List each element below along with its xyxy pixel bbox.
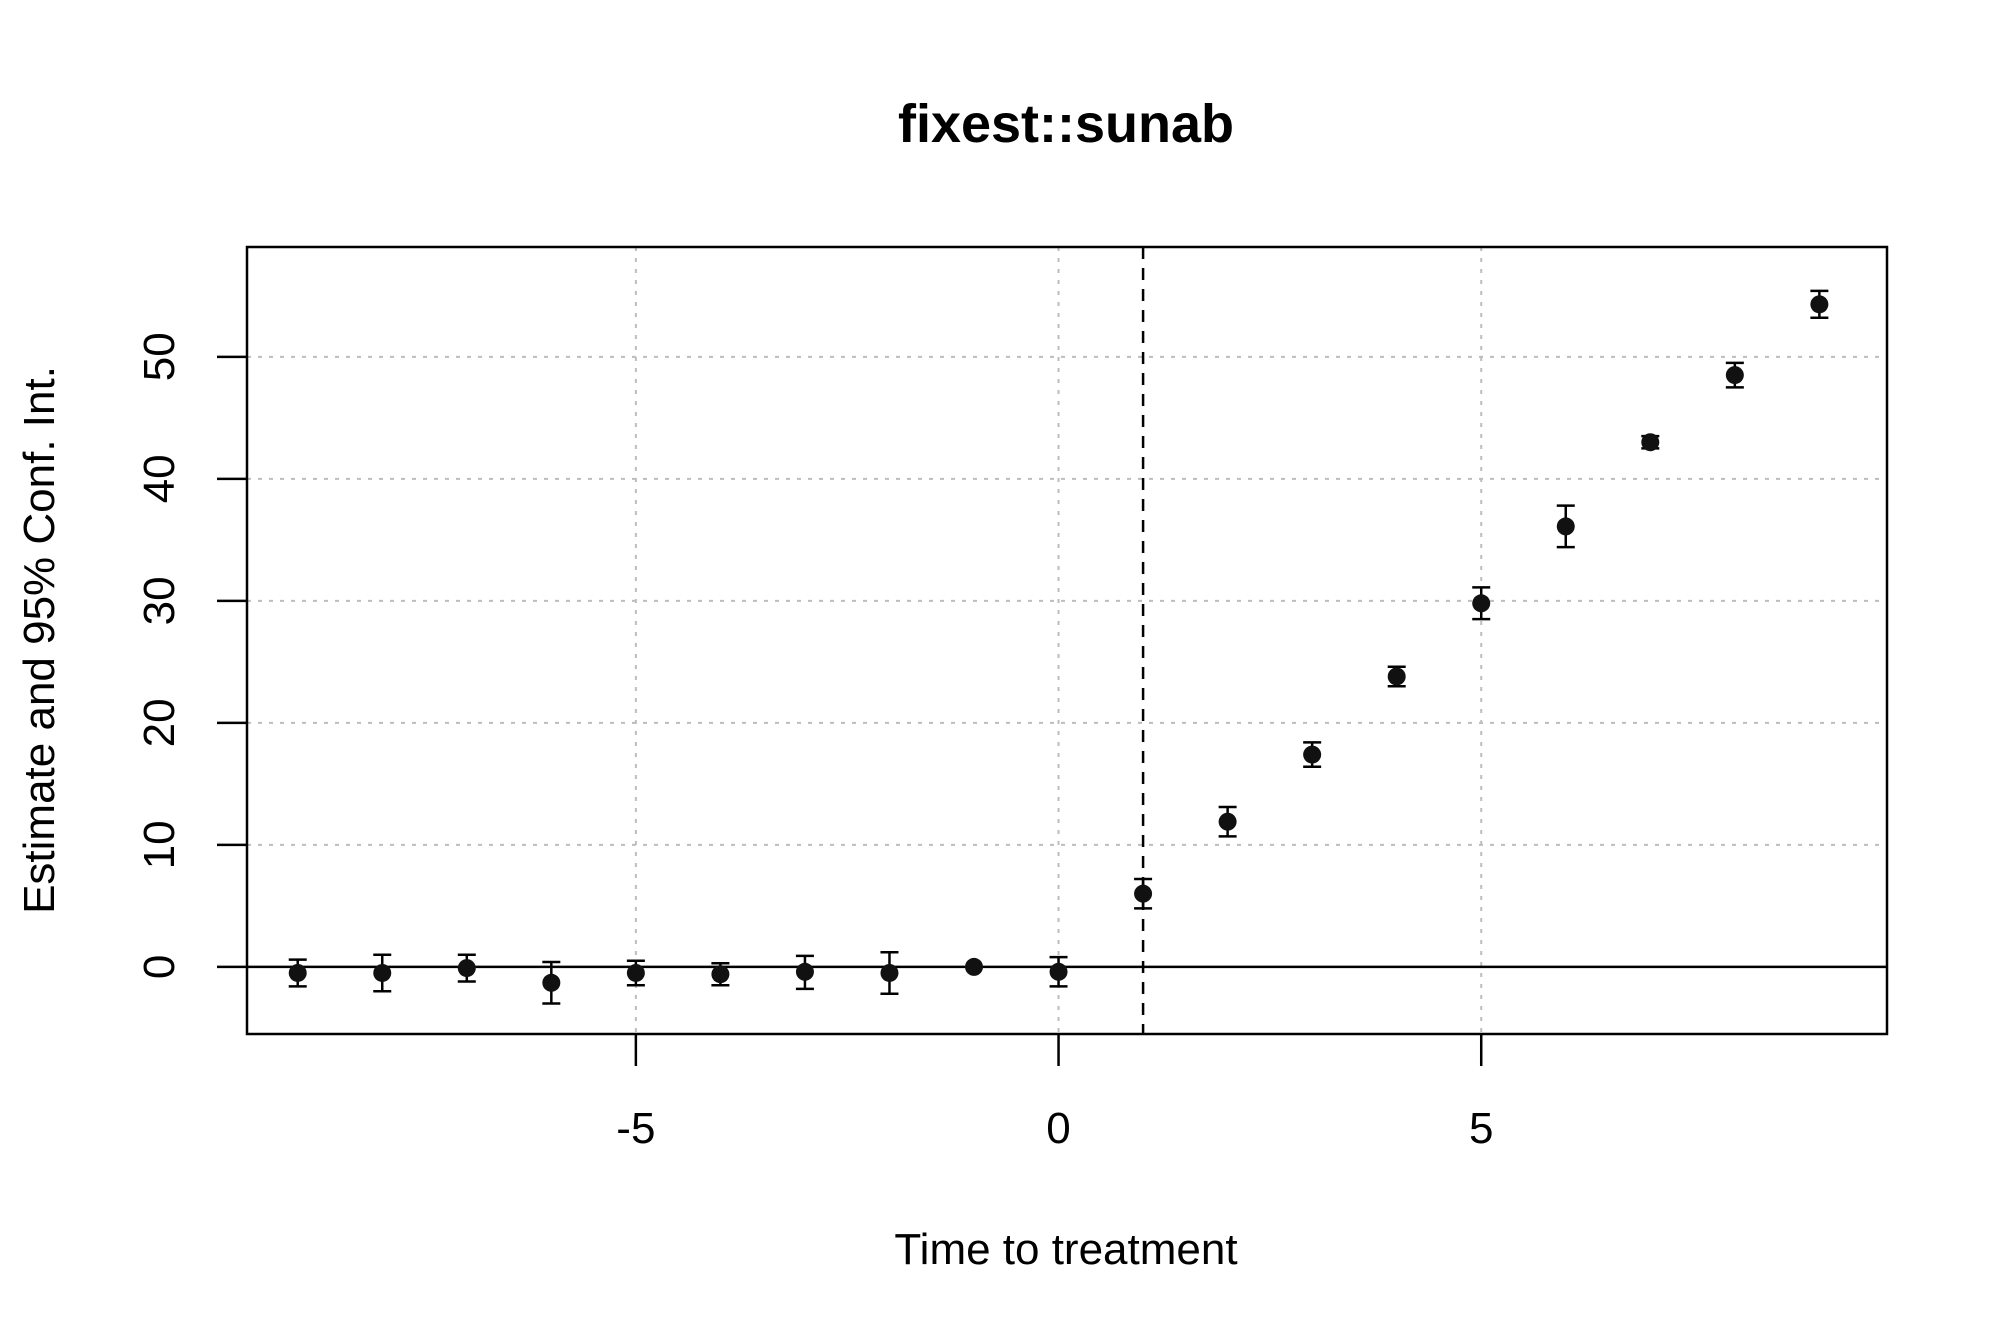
estimate-point <box>880 963 899 982</box>
x-axis-label: Time to treatment <box>894 1225 1237 1274</box>
x-tick-label: 5 <box>1469 1104 1493 1153</box>
x-tick-label: 0 <box>1046 1104 1070 1153</box>
estimate-point <box>1641 433 1660 452</box>
estimate-point <box>1472 594 1491 613</box>
estimate-point <box>795 962 814 981</box>
y-tick-label: 10 <box>135 820 184 869</box>
estimate-point <box>373 963 392 982</box>
estimate-point <box>457 959 476 978</box>
plot-frame <box>245 245 1889 1036</box>
estimate-point <box>626 963 645 982</box>
x-tick-label: -5 <box>616 1104 655 1153</box>
estimate-point <box>288 963 307 982</box>
estimate-point <box>965 957 984 976</box>
estimate-point <box>1134 884 1153 903</box>
data-points <box>288 289 1829 1005</box>
y-axis-label: Estimate and 95% Conf. Int. <box>15 366 64 914</box>
estimate-point <box>1725 366 1744 385</box>
reference-lines <box>247 247 1887 1034</box>
estimate-point <box>1810 295 1829 314</box>
estimate-point <box>1303 745 1322 764</box>
y-tick-label: 50 <box>135 332 184 381</box>
estimate-point <box>711 965 730 984</box>
estimate-point <box>1049 962 1068 981</box>
y-tick-label: 30 <box>135 576 184 625</box>
estimate-point <box>1218 812 1237 831</box>
y-tick-label: 0 <box>135 955 184 979</box>
estimate-point <box>1556 517 1575 536</box>
grid-lines <box>247 247 1887 1034</box>
y-axis: 0 10 20 30 40 50 <box>135 332 247 979</box>
chart-title: fixest::sunab <box>898 94 1234 154</box>
x-axis: -5 0 5 <box>616 1034 1493 1153</box>
estimate-point <box>1387 667 1406 686</box>
y-tick-label: 20 <box>135 698 184 747</box>
estimate-point <box>542 973 561 992</box>
y-tick-label: 40 <box>135 454 184 503</box>
